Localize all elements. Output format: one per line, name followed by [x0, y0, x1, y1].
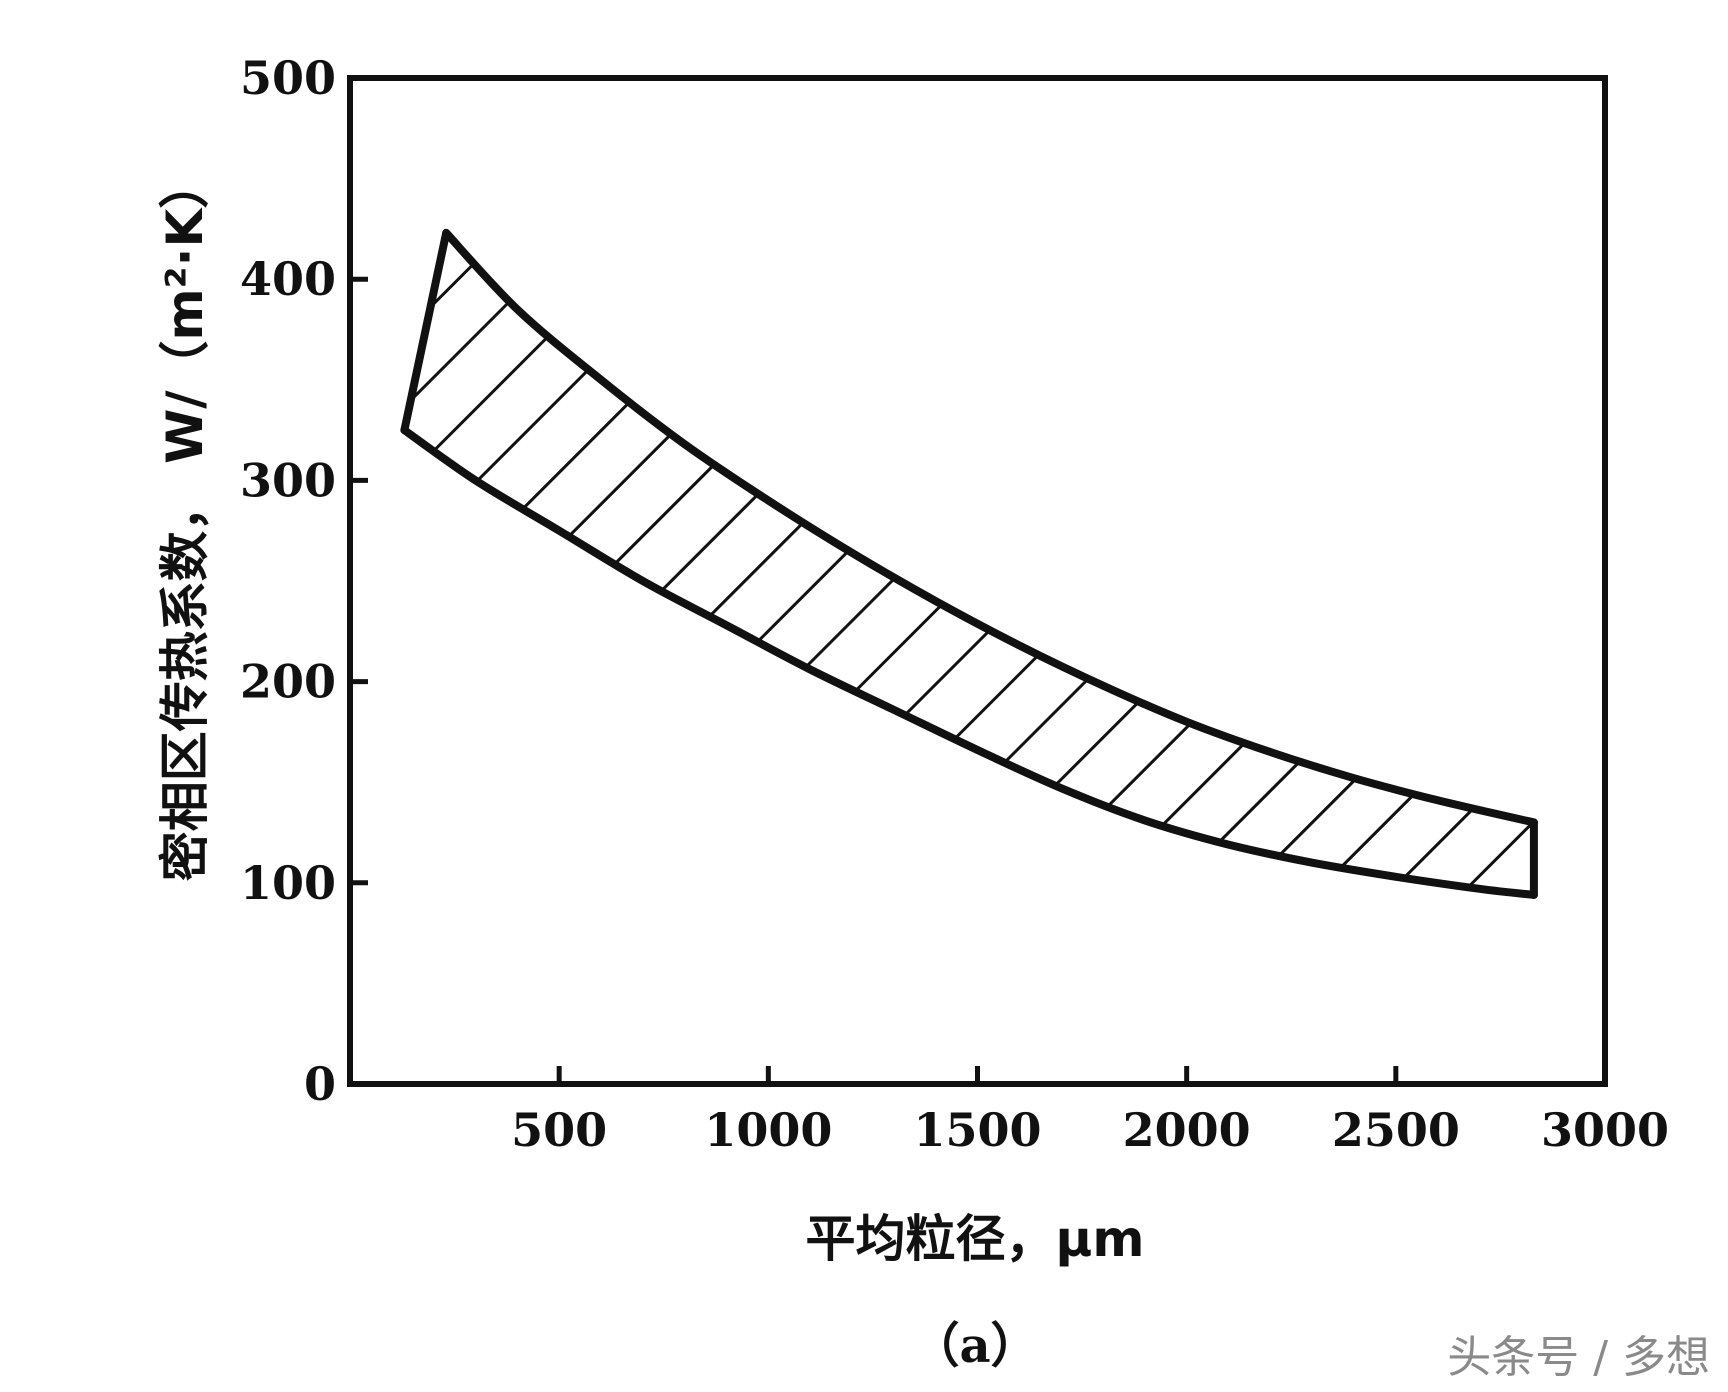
figure-caption: （a）: [911, 1318, 1038, 1374]
y-tick-label: 100: [240, 856, 336, 910]
x-tick-labels: 500 1000 1500 2000 2500 3000: [511, 1103, 1669, 1157]
plot-frame: [347, 75, 1608, 1087]
watermark-text: 头条号 / 多想: [1447, 1332, 1710, 1383]
y-tick-label: 0: [304, 1057, 336, 1111]
x-tick-label: 2000: [1123, 1103, 1251, 1157]
x-tick-label: 1000: [704, 1103, 832, 1157]
y-axis-title: 密相区传热系数， W/（m²·K）: [156, 159, 214, 882]
y-tick-label: 400: [240, 252, 336, 306]
lower-bound-curve: [400, 426, 1538, 899]
left-bound-edge: [400, 228, 451, 435]
hatched-range-band: [404, 232, 1534, 895]
y-tick-labels: 0 100 200 300 400 500: [240, 51, 336, 1111]
x-tick-label: 1500: [913, 1103, 1041, 1157]
y-tick-label: 500: [240, 51, 336, 105]
axis-ticks: [350, 276, 1399, 1084]
x-tick-label: 3000: [1541, 1103, 1669, 1157]
upper-bound-curve: [442, 228, 1538, 827]
x-tick-label: 500: [511, 1103, 607, 1157]
x-tick-label: 2500: [1332, 1103, 1460, 1157]
y-tick-label: 200: [240, 655, 336, 709]
y-tick-label: 300: [240, 453, 336, 507]
x-axis-title: 平均粒径，μm: [806, 1210, 1145, 1268]
